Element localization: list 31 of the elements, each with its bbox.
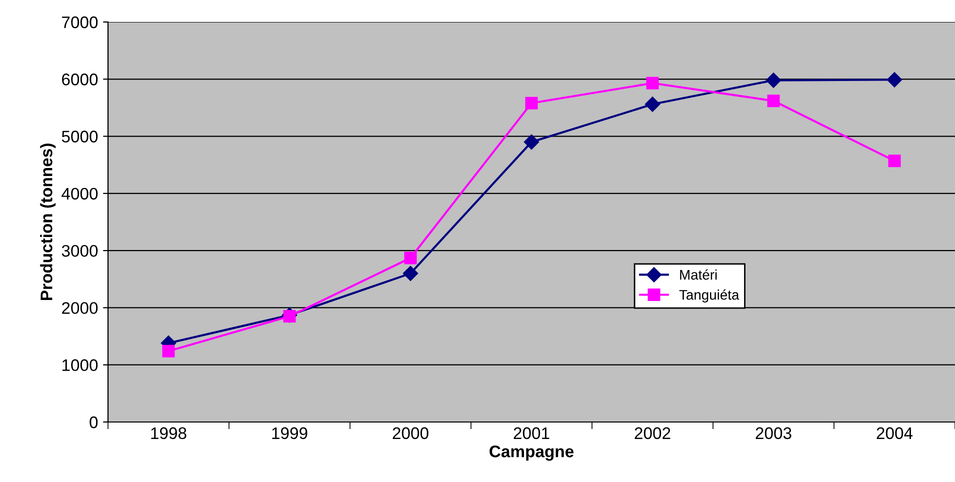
- y-tick-label: 1000: [62, 359, 98, 372]
- x-axis-title: Campagne: [490, 446, 574, 461]
- x-tick-label: 1998: [151, 427, 186, 440]
- y-tick-label: 7000: [62, 16, 98, 28]
- x-tick-label: 2002: [634, 427, 670, 440]
- x-tick-label: 2001: [514, 427, 550, 440]
- y-tick-label: 6000: [62, 74, 98, 86]
- legend-label: Matéri: [680, 269, 717, 280]
- point: [524, 134, 540, 150]
- point: [766, 72, 782, 88]
- x-tick-label: 2004: [876, 427, 913, 440]
- y-axis-title: Production (tonnes): [40, 144, 56, 300]
- point: [283, 310, 296, 323]
- y-tick-label: 2000: [62, 302, 98, 314]
- point: [525, 96, 538, 110]
- point: [402, 266, 418, 281]
- x-tick-label: 2003: [756, 427, 792, 440]
- point: [888, 154, 901, 168]
- point: [644, 96, 660, 112]
- point: [162, 344, 175, 358]
- point: [767, 94, 780, 108]
- point: [404, 252, 417, 264]
- point: [886, 72, 902, 88]
- y-tick-label: 4000: [62, 188, 98, 200]
- y-tick-label: 3000: [62, 244, 98, 257]
- point: [646, 76, 659, 90]
- x-tick-label: 2000: [392, 427, 428, 440]
- y-tick-label: 0: [90, 416, 98, 428]
- x-tick-label: 1999: [272, 427, 308, 440]
- y-tick-label: 5000: [62, 130, 98, 142]
- legend-label: Tanguiéta: [679, 289, 740, 302]
